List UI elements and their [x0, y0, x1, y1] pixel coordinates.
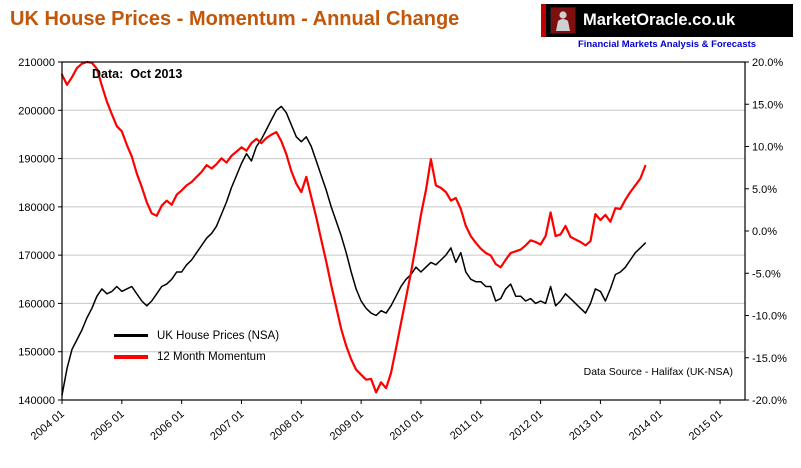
momentum-series-line [60, 60, 647, 394]
svg-text:2012 01: 2012 01 [507, 408, 545, 443]
svg-text:20.0%: 20.0% [752, 57, 783, 69]
svg-text:15.0%: 15.0% [752, 99, 783, 111]
page-title: UK House Prices - Momentum - Annual Chan… [10, 8, 460, 30]
svg-text:180000: 180000 [18, 202, 55, 214]
svg-text:160000: 160000 [18, 298, 55, 310]
logo-tagline: Financial Markets Analysis & Forecasts [577, 39, 757, 50]
svg-text:200000: 200000 [18, 105, 55, 117]
svg-text:2013 01: 2013 01 [567, 408, 605, 443]
svg-text:170000: 170000 [18, 250, 55, 262]
svg-text:2011 01: 2011 01 [448, 408, 486, 442]
data-date-annotation: Data: Oct 2013 [92, 67, 183, 81]
svg-text:2006 01: 2006 01 [148, 408, 186, 443]
legend-swatch [114, 334, 148, 337]
svg-text:2005 01: 2005 01 [89, 408, 127, 443]
price-series-line [61, 105, 647, 396]
svg-text:-5.0%: -5.0% [752, 268, 781, 280]
legend-label: 12 Month Momentum [157, 350, 266, 363]
svg-text:0.0%: 0.0% [752, 226, 777, 238]
legend-swatch [114, 354, 148, 359]
marketoracle-logo: MarketOracle.co.uk [541, 4, 793, 37]
plot-background [62, 62, 745, 400]
svg-text:5.0%: 5.0% [752, 184, 777, 196]
x-axis: 2004 01 2005 01 2006 01 2007 01 2008 01 2009 … [29, 400, 725, 443]
svg-text:2007 01: 2007 01 [208, 408, 246, 443]
logo-text: MarketOracle.co.uk [583, 11, 736, 29]
svg-text:-15.0%: -15.0% [752, 353, 787, 365]
legend-label: UK House Prices (NSA) [157, 329, 280, 342]
svg-text:2014 01: 2014 01 [627, 408, 665, 443]
svg-text:2004 01: 2004 01 [29, 408, 67, 443]
svg-text:2009 01: 2009 01 [328, 408, 366, 443]
svg-text:190000: 190000 [18, 154, 55, 166]
legend: UK House Prices (NSA) 12 Month Momentum [114, 325, 279, 367]
svg-text:140000: 140000 [18, 395, 55, 407]
legend-item-house-prices: UK House Prices (NSA) [114, 325, 279, 346]
chart-canvas: 140000 150000 160000 170000 180000 190000 2000… [18, 57, 787, 443]
svg-text:2010 01: 2010 01 [388, 408, 426, 443]
logo-red-stripe [541, 4, 546, 37]
oracle-figure-icon [550, 7, 576, 34]
legend-item-momentum: 12 Month Momentum [114, 346, 279, 367]
svg-text:10.0%: 10.0% [752, 142, 783, 154]
y-axis-left: 140000 150000 160000 170000 180000 190000 2000… [18, 57, 62, 407]
svg-text:2015 01: 2015 01 [687, 408, 725, 443]
svg-text:210000: 210000 [18, 57, 55, 69]
plot-border [61, 61, 746, 401]
svg-text:150000: 150000 [18, 347, 55, 359]
gridlines [62, 109, 745, 353]
svg-text:-20.0%: -20.0% [752, 395, 787, 407]
y-axis-right: 20.0% 15.0% 10.0% 5.0% 0.0% -5.0% -10.0% -15.0%… [745, 57, 787, 407]
data-source-annotation: Data Source - Halifax (UK-NSA) [583, 366, 733, 378]
svg-text:-10.0%: -10.0% [752, 311, 787, 323]
svg-text:2008 01: 2008 01 [268, 408, 306, 443]
